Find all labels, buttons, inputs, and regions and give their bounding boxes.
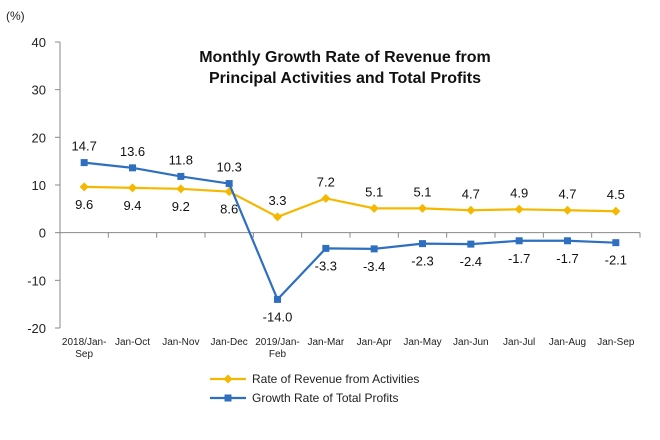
data-point-profits bbox=[80, 159, 88, 167]
data-label-revenue: 9.2 bbox=[172, 199, 190, 214]
data-point-profits bbox=[467, 240, 475, 248]
unit-label: (%) bbox=[6, 9, 25, 23]
legend-marker-square bbox=[224, 394, 232, 402]
y-tick-label: 30 bbox=[32, 83, 46, 98]
data-point-profits bbox=[274, 295, 281, 303]
data-label-profits: -1.7 bbox=[508, 251, 530, 266]
data-label-revenue: 3.3 bbox=[268, 193, 286, 208]
data-label-profits: 10.3 bbox=[217, 160, 242, 175]
data-label-revenue: 4.5 bbox=[607, 187, 625, 202]
data-point-revenue bbox=[321, 193, 331, 203]
x-tick-label: 2018/Jan- bbox=[62, 337, 106, 348]
data-label-profits: 11.8 bbox=[169, 152, 193, 167]
data-label-revenue: 4.7 bbox=[558, 186, 576, 201]
data-label-revenue: 7.2 bbox=[317, 174, 335, 189]
y-tick-label: 10 bbox=[32, 178, 46, 193]
series-line-0 bbox=[84, 185, 616, 219]
series-line-1 bbox=[84, 161, 616, 302]
data-point-profits bbox=[322, 244, 330, 252]
x-tick-label: Jan-Sep bbox=[597, 337, 635, 348]
x-tick-labels: 2018/Jan-Sep Jan-Oct Jan-Nov Jan-Dec 2019/Ja… bbox=[62, 337, 635, 360]
series-lines bbox=[79, 159, 621, 303]
data-point-profits bbox=[129, 164, 136, 172]
data-label-profits: -2.4 bbox=[460, 254, 482, 269]
data-point-profits bbox=[370, 245, 378, 253]
data-label-profits: -2.1 bbox=[605, 253, 627, 268]
x-tick-label: Jan-Mar bbox=[307, 337, 344, 348]
x-tick-label: Feb bbox=[269, 349, 287, 360]
x-tick-label: Jan-Jun bbox=[453, 337, 489, 348]
y-tick-label: 40 bbox=[32, 35, 46, 50]
legend-label: Growth Rate of Total Profits bbox=[252, 391, 399, 405]
chart-title: Monthly Growth Rate of Revenue from Princ… bbox=[199, 49, 491, 87]
x-tick-label: Jan-Aug bbox=[549, 337, 586, 348]
x-tick-label: Jan-Nov bbox=[162, 337, 199, 348]
data-label-profits: -14.0 bbox=[263, 309, 293, 324]
x-tick-label: Sep bbox=[75, 349, 93, 360]
data-point-revenue bbox=[514, 204, 524, 214]
data-point-revenue bbox=[418, 203, 427, 213]
data-label-profits: -2.3 bbox=[411, 254, 433, 269]
x-tick-label: Jan-Apr bbox=[357, 337, 393, 348]
data-label-profits: -3.4 bbox=[363, 259, 385, 274]
legend-marker-diamond bbox=[223, 374, 233, 384]
data-point-revenue bbox=[611, 206, 621, 216]
y-tick-label: -20 bbox=[27, 321, 46, 336]
data-point-profits bbox=[419, 240, 426, 248]
x-tick-label: Jan-Dec bbox=[211, 337, 248, 348]
data-label-profits: -3.3 bbox=[315, 258, 337, 273]
data-labels: 9.6 9.4 9.2 8.6 3.3 7.2 5.1 5.1 4.7 4.9 4.7 4.5 14.7… bbox=[72, 139, 628, 325]
data-label-revenue: 9.6 bbox=[75, 197, 93, 212]
data-label-revenue: 5.1 bbox=[365, 184, 383, 199]
data-label-profits: -1.7 bbox=[556, 251, 578, 266]
data-point-profits bbox=[515, 237, 523, 245]
y-tick-label: -10 bbox=[27, 273, 46, 288]
chart-title-line: Principal Activities and Total Profits bbox=[209, 70, 481, 87]
chart-title-line: Monthly Growth Rate of Revenue from bbox=[199, 49, 491, 66]
x-tick-label: Jan-Jul bbox=[503, 337, 535, 348]
legend-label: Rate of Revenue from Activities bbox=[252, 372, 419, 386]
data-point-revenue bbox=[369, 203, 379, 213]
data-label-revenue: 5.1 bbox=[413, 184, 431, 199]
data-label-profits: 13.6 bbox=[120, 144, 145, 159]
x-tick-label: 2019/Jan- bbox=[255, 337, 299, 348]
data-label-revenue: 4.7 bbox=[462, 186, 480, 201]
data-point-revenue bbox=[176, 184, 186, 194]
data-point-revenue bbox=[466, 205, 476, 215]
data-point-revenue bbox=[273, 212, 282, 222]
data-point-revenue bbox=[79, 182, 89, 192]
data-point-profits bbox=[564, 237, 571, 245]
data-label-revenue: 8.6 bbox=[220, 202, 238, 217]
y-tick-label: 20 bbox=[32, 130, 46, 145]
data-point-revenue bbox=[563, 205, 572, 215]
x-tick-label: Jan-May bbox=[403, 337, 441, 348]
y-tick-labels: 40 30 20 10 0 -10 -20 bbox=[27, 35, 46, 336]
legend: Rate of Revenue from Activities Growth Ra… bbox=[210, 372, 419, 405]
y-tick-label: 0 bbox=[39, 226, 46, 241]
data-point-profits bbox=[225, 180, 233, 188]
data-label-revenue: 4.9 bbox=[510, 185, 528, 200]
data-label-revenue: 9.4 bbox=[123, 198, 141, 213]
data-point-profits bbox=[177, 172, 185, 180]
data-point-revenue bbox=[128, 183, 137, 193]
data-label-profits: 14.7 bbox=[72, 139, 97, 154]
axes bbox=[55, 41, 641, 329]
x-tick-label: Jan-Oct bbox=[115, 337, 150, 348]
data-point-profits bbox=[612, 239, 620, 247]
